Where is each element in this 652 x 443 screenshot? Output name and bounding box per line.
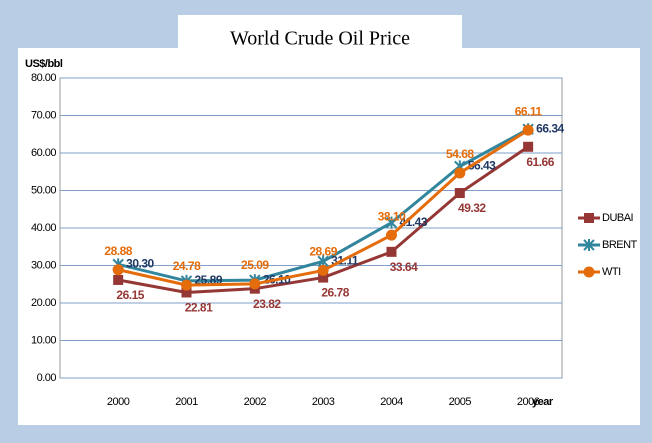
data-label: 33.64 <box>390 260 418 274</box>
y-tick-label: 10.00 <box>31 334 56 346</box>
data-label: 25.09 <box>241 258 269 272</box>
data-point <box>454 167 466 179</box>
y-tick-label: 60.00 <box>31 147 56 159</box>
chart-title: World Crude Oil Price <box>230 28 410 50</box>
data-point <box>317 264 329 276</box>
data-label: 26.78 <box>321 286 349 300</box>
data-point <box>113 274 124 285</box>
data-point <box>318 272 329 283</box>
data-label: 49.32 <box>458 201 486 215</box>
x-tick-label: 2001 <box>175 396 198 408</box>
y-tick-label: 0.00 <box>37 372 57 384</box>
data-point <box>523 141 534 152</box>
data-point <box>522 124 534 136</box>
y-tick-label: 80.00 <box>31 72 56 84</box>
legend-label: WTI <box>602 266 621 278</box>
data-point <box>385 229 397 241</box>
x-axis-label: year <box>532 396 554 408</box>
x-tick-label: 2002 <box>244 396 267 408</box>
data-label: 22.81 <box>185 301 213 315</box>
legend-label: BRENT <box>602 239 638 251</box>
data-point <box>385 216 398 229</box>
data-label: 26.15 <box>116 288 144 302</box>
y-axis-label: US$/bbl <box>25 58 63 70</box>
legend-marker <box>583 266 595 278</box>
data-label: 54.68 <box>446 147 474 161</box>
data-point <box>180 279 192 291</box>
legend-marker <box>584 213 594 223</box>
x-tick-label: 2000 <box>107 396 130 408</box>
y-tick-label: 70.00 <box>31 109 56 121</box>
y-tick-label: 50.00 <box>31 184 56 196</box>
y-tick-label: 30.00 <box>31 259 56 271</box>
title-box <box>178 15 462 62</box>
data-point <box>454 188 465 199</box>
data-label: 66.11 <box>515 104 543 118</box>
data-label: 66.34 <box>536 121 564 135</box>
data-label: 28.88 <box>104 244 132 258</box>
y-tick-label: 40.00 <box>31 222 56 234</box>
data-label: 61.66 <box>526 155 554 169</box>
data-point <box>249 278 261 290</box>
data-label: 38.10 <box>378 209 406 223</box>
data-point <box>112 264 124 276</box>
legend-marker <box>583 239 595 251</box>
data-label: 30.30 <box>126 257 154 271</box>
data-point <box>386 246 397 257</box>
x-tick-label: 2004 <box>380 396 403 408</box>
x-tick-label: 2003 <box>312 396 335 408</box>
x-tick-label: 2005 <box>449 396 472 408</box>
data-label: 24.78 <box>173 259 201 273</box>
data-label: 28.69 <box>309 245 337 259</box>
data-label: 41.43 <box>399 215 427 229</box>
x-tick-label: 2006 <box>517 396 540 408</box>
data-label: 23.82 <box>253 297 281 311</box>
legend-label: DUBAI <box>602 212 634 224</box>
y-tick-label: 20.00 <box>31 297 56 309</box>
data-point <box>181 287 192 298</box>
